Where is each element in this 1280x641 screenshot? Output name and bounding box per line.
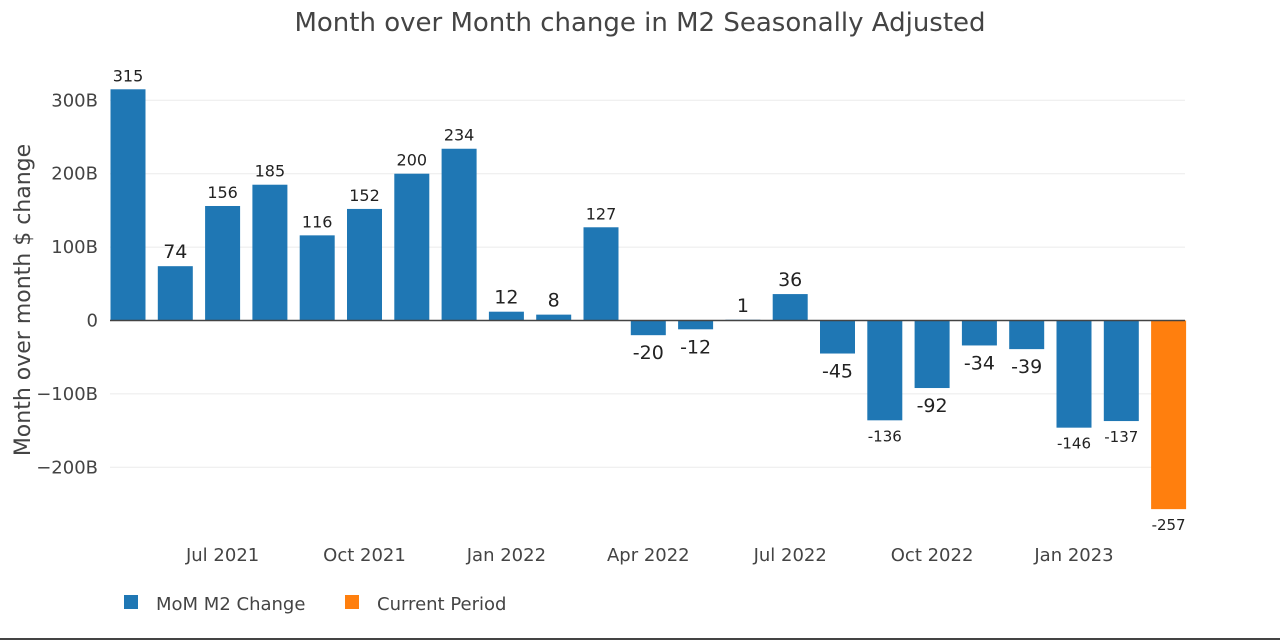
legend-label-mom: MoM M2 Change — [156, 594, 305, 615]
x-tick-label: Jan 2022 — [466, 545, 546, 566]
bar — [630, 320, 666, 336]
bar — [961, 320, 997, 346]
chart-title: Month over Month change in M2 Seasonally… — [294, 8, 985, 38]
x-tick-label: Oct 2021 — [323, 545, 406, 566]
bar — [583, 227, 619, 321]
x-axis-ticks: Jul 2021 Oct 2021 Jan 2022 Apr 2022 Jul 2022… — [185, 545, 1114, 566]
bar — [252, 184, 288, 321]
data-label: -146 — [1057, 435, 1091, 453]
data-label: 116 — [302, 212, 333, 231]
data-labels: 315 74 156 185 116 152 200 234 12 8 127 -20 -12 1 36 -4… — [113, 66, 1186, 534]
legend: MoM M2 Change Current Period — [124, 594, 506, 615]
x-tick-label: Apr 2022 — [607, 545, 690, 566]
x-tick-label: Jan 2023 — [1033, 545, 1113, 566]
y-axis-title: Month over month $ change — [11, 144, 36, 456]
data-label: 1 — [737, 295, 749, 317]
bar — [347, 208, 382, 321]
bar — [110, 89, 146, 321]
legend-swatch-mom — [124, 595, 138, 609]
data-label: -137 — [1104, 428, 1138, 446]
x-tick-label: Oct 2022 — [891, 545, 974, 566]
data-label: -45 — [822, 361, 853, 383]
bar — [1103, 320, 1139, 422]
bar — [536, 314, 572, 321]
bar — [1056, 320, 1092, 428]
bar — [820, 320, 855, 354]
y-tick-label: 200B — [51, 164, 98, 185]
bar — [772, 294, 808, 321]
data-label: 315 — [113, 66, 144, 85]
data-label: 185 — [255, 162, 286, 181]
bar — [488, 311, 524, 321]
bar — [678, 320, 714, 330]
data-label: 234 — [444, 126, 475, 145]
data-label: 152 — [349, 186, 380, 205]
grid-lines — [110, 99, 1185, 468]
y-tick-label: 300B — [51, 90, 98, 111]
bar — [914, 320, 950, 389]
data-label: -12 — [680, 336, 711, 358]
y-tick-label: 100B — [51, 237, 98, 258]
data-label: 8 — [548, 290, 560, 312]
y-tick-label: −100B — [36, 384, 98, 405]
bar — [157, 266, 193, 321]
x-tick-label: Jul 2022 — [753, 545, 827, 566]
x-tick-label: Jul 2021 — [185, 545, 259, 566]
data-label: -136 — [868, 427, 902, 445]
data-label: 12 — [494, 287, 518, 309]
data-label: -20 — [633, 342, 664, 364]
data-label: 36 — [778, 269, 802, 291]
bar — [205, 205, 241, 321]
data-label: -257 — [1152, 516, 1186, 534]
data-label: 156 — [207, 183, 238, 202]
bar — [394, 173, 430, 321]
data-label: -34 — [964, 352, 995, 374]
legend-label-current: Current Period — [377, 594, 506, 615]
bar — [867, 320, 903, 421]
bar — [299, 235, 335, 321]
data-label: 74 — [163, 241, 187, 263]
y-tick-label: −200B — [36, 457, 98, 478]
legend-swatch-current — [345, 595, 359, 609]
bar — [1009, 320, 1045, 350]
data-label: -92 — [917, 395, 948, 417]
data-label: -39 — [1011, 356, 1042, 378]
bar-current-period — [1151, 320, 1187, 510]
data-label: 200 — [397, 151, 428, 170]
data-label: 127 — [586, 204, 617, 223]
bar — [441, 148, 477, 321]
y-tick-label: 0 — [87, 311, 98, 332]
bars — [110, 89, 1187, 510]
y-axis-ticks: 300B 200B 100B 0 −100B −200B — [36, 90, 98, 478]
